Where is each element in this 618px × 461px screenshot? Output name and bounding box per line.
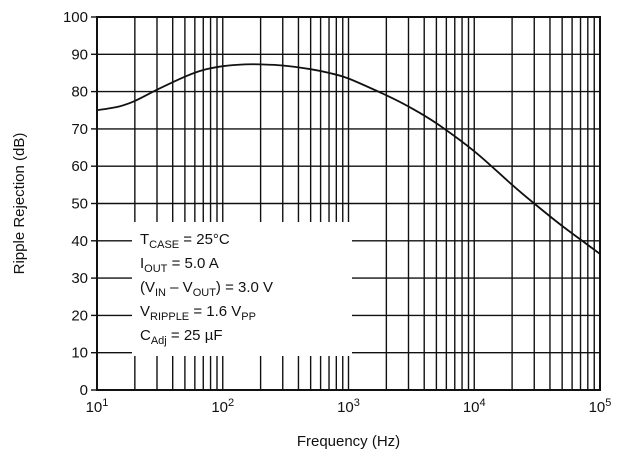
curve-layer [96,63,601,255]
y-tick-label: 30 [71,270,88,287]
annotation-line: (VIN – VOUT) = 3.0 V [140,279,273,299]
y-tick-label: 100 [63,9,88,26]
x-tick-labels: 101 102 103 104 105 [86,397,612,416]
y-tick-label: 0 [80,382,88,399]
y-tick-label: 60 [71,158,88,175]
annotation-line: CAdj = 25 µF [140,327,223,347]
y-tick-label: 10 [71,345,88,362]
y-tick-label: 50 [71,196,88,213]
x-tick-label: 105 [589,397,612,416]
annotation-line: VRIPPLE = 1.6 VPP [140,303,256,323]
ripple-rejection-curve [96,63,601,255]
test-conditions-annotation: TCASE = 25°C IOUT = 5.0 A (VIN – VOUT) = 3… [140,231,273,347]
x-tick-label: 104 [463,397,486,416]
x-tick-label: 103 [337,397,360,416]
y-tick-label: 70 [71,121,88,138]
x-tick-label: 101 [86,397,109,416]
y-tick-labels: 0 10 20 30 40 50 60 70 80 90 100 [63,9,88,399]
x-axis-title: Frequency (Hz) [297,433,400,450]
annotation-line: IOUT = 5.0 A [140,255,219,275]
annotation-line: TCASE = 25°C [140,231,230,251]
y-tick-label: 80 [71,84,88,101]
annotation-box [132,222,352,356]
y-tick-label: 40 [71,233,88,250]
y-tick-label: 90 [71,46,88,63]
x-tick-label: 102 [211,397,234,416]
y-tick-label: 20 [71,307,88,324]
plot-frame [96,16,601,391]
y-axis-title: Ripple Rejection (dB) [11,133,28,275]
